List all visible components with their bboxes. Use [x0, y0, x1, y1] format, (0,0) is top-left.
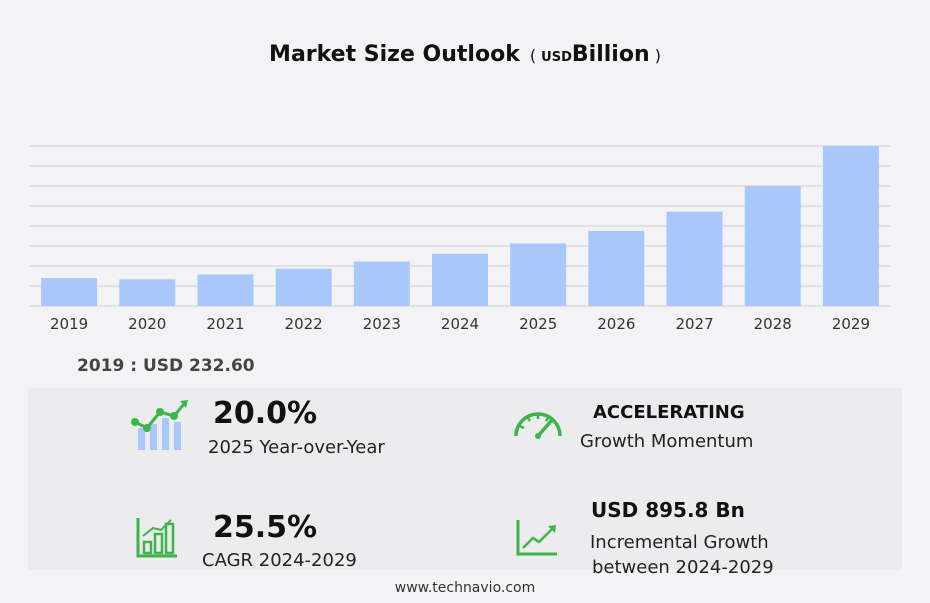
incremental-value: USD 895.8 Bn — [591, 498, 745, 522]
yoy-label: 2025 Year-over-Year — [208, 437, 385, 458]
bar-2020 — [119, 279, 176, 306]
cagr-value: 25.5% — [213, 510, 318, 545]
bar-chart-icon — [136, 518, 177, 558]
x-tick-label: 2029 — [832, 315, 870, 333]
bar-2019 — [41, 278, 98, 306]
bar-2023 — [353, 261, 410, 306]
base-year-value: 2019 : USD 232.60 — [77, 356, 255, 376]
unit-prefix: USD — [541, 50, 572, 65]
x-tick-label: 2021 — [206, 315, 244, 333]
bar-2022 — [275, 268, 332, 306]
bar-2026 — [588, 230, 645, 306]
bar-2021 — [197, 274, 254, 306]
x-tick-label: 2028 — [754, 315, 792, 333]
bar-2024 — [432, 253, 488, 306]
bar-2025 — [510, 243, 567, 306]
x-tick-label: 2025 — [519, 315, 557, 333]
x-tick-label: 2022 — [285, 315, 323, 333]
momentum-value: ACCELERATING — [593, 402, 745, 423]
bar-2029 — [822, 146, 879, 306]
unit-open-paren: ( — [529, 46, 537, 65]
momentum-label: Growth Momentum — [580, 431, 754, 452]
unit-main: Billion — [571, 42, 650, 67]
x-tick-label: 2024 — [441, 315, 479, 333]
trend-line-icon — [516, 520, 557, 556]
unit-close-paren: ) — [654, 46, 661, 65]
cagr-label: CAGR 2024-2029 — [202, 550, 357, 571]
incremental-label-line2: between 2024-2029 — [592, 557, 774, 578]
title-unit: ( USDBillion ) — [529, 42, 661, 67]
bar-2027 — [666, 211, 723, 306]
footer-url: www.technavio.com — [394, 580, 536, 596]
x-tick-label: 2026 — [597, 315, 635, 333]
bar-2028 — [744, 186, 801, 306]
bar-growth-icon — [131, 400, 188, 450]
yoy-value: 20.0% — [213, 396, 318, 431]
x-tick-label: 2020 — [128, 315, 166, 333]
title-text: Market Size Outlook — [269, 42, 520, 67]
bar-chart: 2019 2020 2021 2022 2023 2024 2025 2026 2027 2028… — [30, 145, 890, 333]
x-tick-label: 2023 — [363, 315, 401, 333]
chart-title: Market Size Outlook ( USDBillion ) — [0, 42, 930, 67]
x-tick-label: 2019 — [50, 315, 88, 333]
incremental-label-line1: Incremental Growth — [590, 532, 769, 553]
speedometer-icon — [514, 412, 562, 439]
x-tick-label: 2027 — [675, 315, 713, 333]
